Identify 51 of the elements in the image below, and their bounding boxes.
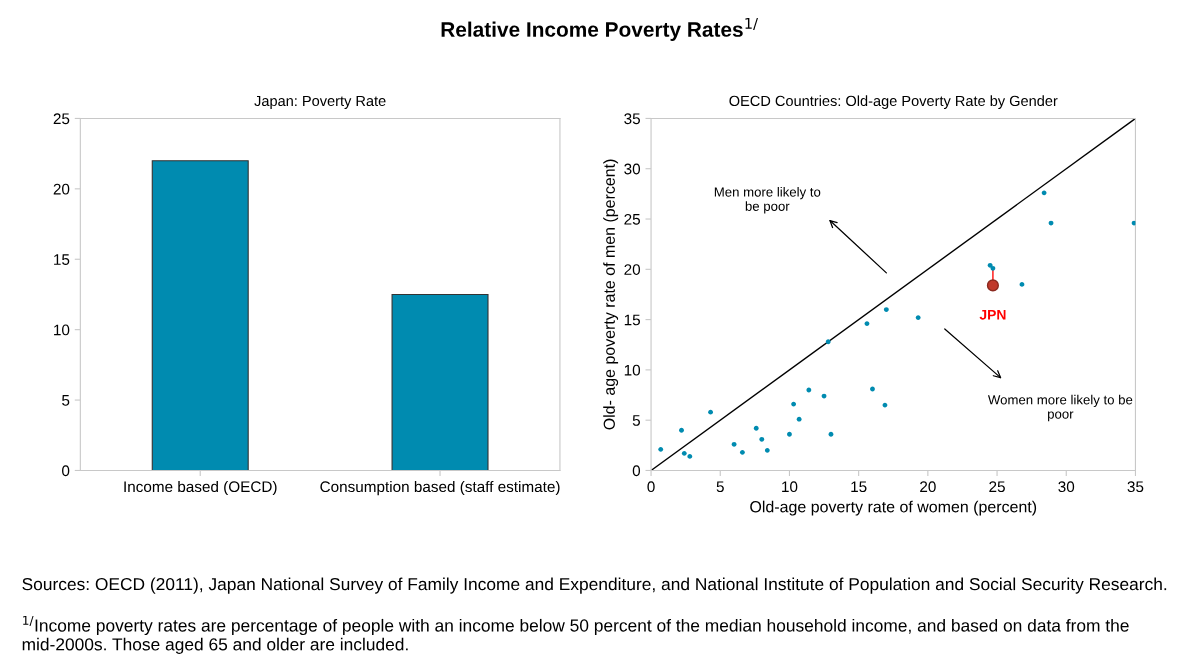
y-tick-label: 0 — [632, 465, 641, 477]
point — [658, 446, 664, 452]
y-tick-label: 0 — [62, 465, 70, 477]
point — [915, 315, 921, 320]
point — [681, 450, 687, 456]
y-tick-label: 10 — [624, 364, 641, 376]
x-tick-label: 20 — [920, 481, 936, 493]
point — [679, 427, 684, 433]
point — [759, 436, 765, 442]
series-label: JPN — [979, 309, 1006, 320]
point — [753, 425, 759, 431]
point — [764, 447, 770, 453]
y-tick-label: 25 — [53, 113, 70, 125]
chart-title: OECD Countries: Old-age Poverty Rate by Gender — [729, 95, 1058, 109]
point — [787, 431, 792, 437]
y-tick-label: 20 — [53, 183, 70, 195]
y-tick-label: 30 — [624, 163, 641, 175]
x-axis-title: Old-age poverty rate of women (percent) — [750, 500, 1037, 516]
x-tick-label: 0 — [647, 481, 655, 493]
y-tick-label: 35 — [624, 113, 640, 125]
point — [731, 441, 737, 447]
source-note: Sources: OECD (2011), Japan National Survey of Family Income and Expenditure, and National Institute of Population and Social Security Research. — [22, 577, 1167, 594]
x-tick-label: 25 — [989, 481, 1005, 493]
chart-title: Japan: Poverty Rate — [254, 95, 386, 109]
point — [825, 339, 831, 345]
y-tick-label: 20 — [624, 264, 641, 275]
y-tick-label: 5 — [632, 415, 640, 426]
annotation: Men more likely to be poor — [714, 186, 821, 214]
point — [828, 431, 834, 437]
annotation: Women more likely to be poor — [987, 394, 1133, 422]
x-tick-label: Income based (OECD) — [124, 480, 277, 496]
point — [687, 453, 693, 459]
y-tick-label: 25 — [624, 213, 640, 225]
y-tick-label: 5 — [62, 395, 70, 406]
y-tick-label: 15 — [624, 314, 640, 326]
point — [708, 409, 713, 415]
y-tick-label: 15 — [54, 254, 70, 265]
point — [883, 307, 889, 312]
x-tick-label: 15 — [851, 481, 867, 493]
y-tick-label: 10 — [54, 324, 70, 336]
text: $^{1/}$Income poverty rates are percentage of people with an income below 50 percent of the median household income, and based on data from the mid-2000s. Those aged 65 and older are included. — [22, 615, 1129, 654]
x-tick-label: 35 — [1127, 481, 1144, 493]
x-tick-label: 10 — [782, 481, 798, 493]
point — [796, 416, 802, 422]
x-tick-label: 5 — [716, 481, 724, 493]
text: Relative Income Poverty Rates$^{1/}$ — [441, 18, 758, 41]
x-tick-label: 30 — [1058, 481, 1075, 493]
point — [986, 279, 999, 292]
x-tick-label: Consumption based (staff estimate) — [320, 480, 560, 496]
point — [739, 449, 745, 455]
y-axis-title: Old- age poverty rate of men (percent) — [603, 159, 619, 430]
